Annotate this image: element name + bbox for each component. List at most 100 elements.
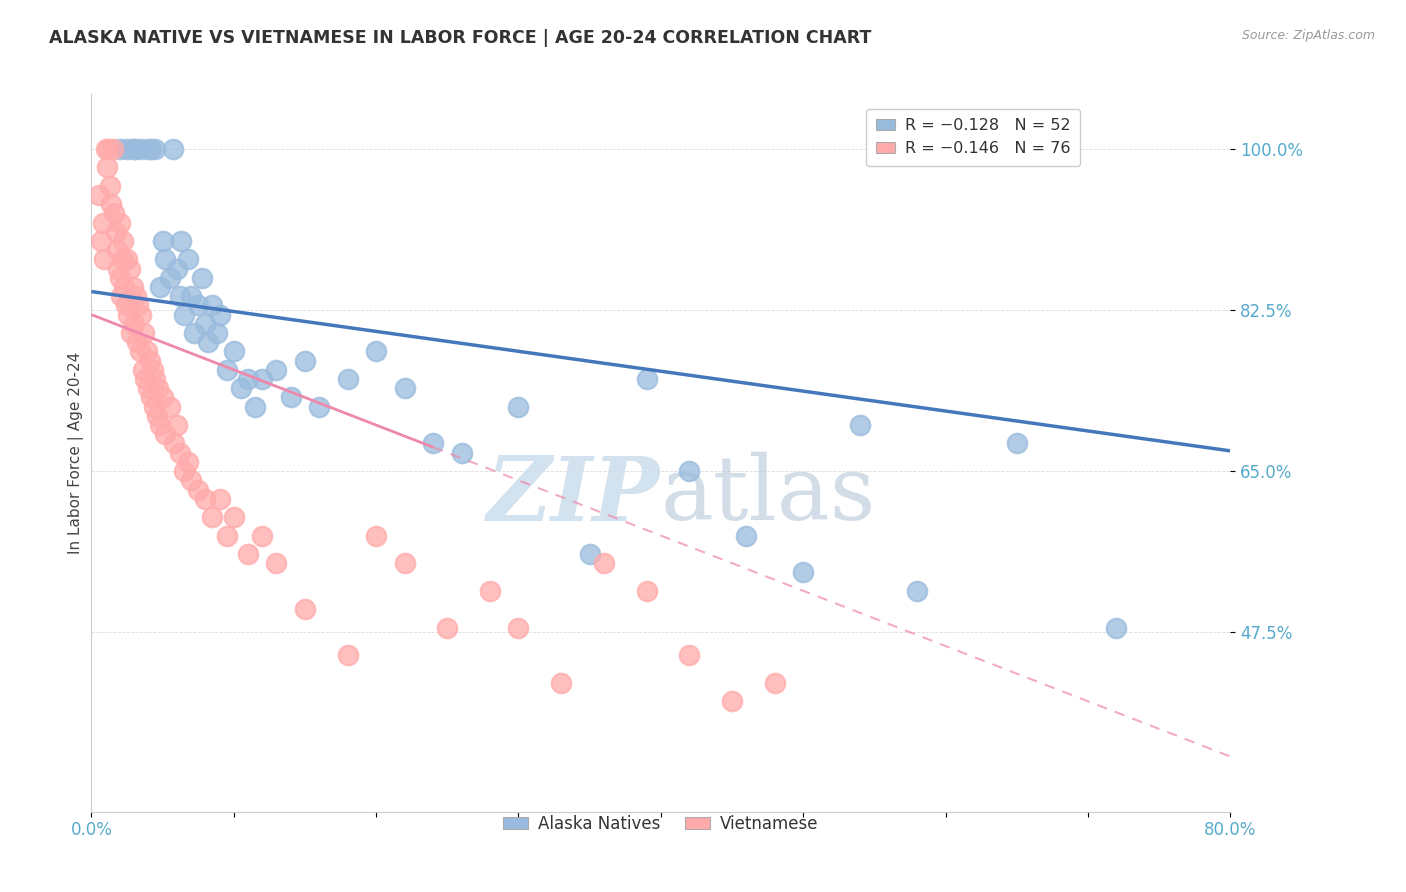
Point bbox=[122, 142, 145, 156]
Point bbox=[508, 621, 530, 635]
Point bbox=[266, 556, 288, 570]
Point bbox=[155, 427, 177, 442]
Point bbox=[308, 400, 330, 414]
Point bbox=[215, 363, 238, 377]
Point bbox=[166, 261, 188, 276]
Point bbox=[127, 298, 149, 312]
Point bbox=[177, 252, 200, 267]
Point bbox=[336, 372, 359, 386]
Point bbox=[636, 372, 658, 386]
Point bbox=[169, 446, 191, 460]
Point bbox=[143, 400, 166, 414]
Point bbox=[208, 491, 231, 506]
Point bbox=[191, 270, 214, 285]
Point bbox=[108, 215, 131, 229]
Point bbox=[145, 372, 167, 386]
Point bbox=[135, 344, 157, 359]
Point bbox=[436, 621, 458, 635]
Point bbox=[120, 326, 142, 340]
Point bbox=[141, 391, 163, 405]
Point bbox=[678, 648, 700, 663]
Legend: Alaska Natives, Vietnamese: Alaska Natives, Vietnamese bbox=[496, 808, 825, 839]
Point bbox=[222, 510, 245, 524]
Point bbox=[112, 280, 135, 294]
Point bbox=[108, 142, 131, 156]
Point bbox=[763, 676, 786, 690]
Point bbox=[138, 142, 160, 156]
Point bbox=[146, 409, 169, 423]
Point bbox=[132, 326, 155, 340]
Point bbox=[108, 270, 131, 285]
Point bbox=[115, 252, 138, 267]
Point bbox=[139, 353, 162, 368]
Point bbox=[201, 510, 224, 524]
Point bbox=[197, 335, 219, 350]
Point bbox=[636, 583, 658, 598]
Point bbox=[250, 372, 273, 386]
Point bbox=[148, 381, 170, 395]
Point bbox=[111, 252, 134, 267]
Point bbox=[103, 206, 125, 220]
Point bbox=[129, 308, 152, 322]
Point bbox=[173, 308, 195, 322]
Point bbox=[117, 308, 139, 322]
Point bbox=[250, 528, 273, 542]
Point bbox=[149, 280, 172, 294]
Point bbox=[118, 261, 141, 276]
Point bbox=[208, 308, 231, 322]
Point bbox=[169, 289, 191, 303]
Point bbox=[187, 483, 209, 497]
Point bbox=[121, 280, 143, 294]
Point bbox=[97, 142, 120, 156]
Point bbox=[236, 372, 259, 386]
Point bbox=[166, 418, 188, 433]
Text: ZIP: ZIP bbox=[488, 452, 661, 539]
Point bbox=[111, 234, 134, 248]
Point bbox=[849, 418, 872, 433]
Point bbox=[100, 197, 122, 211]
Point bbox=[94, 142, 117, 156]
Point bbox=[107, 261, 129, 276]
Point bbox=[450, 446, 472, 460]
Point bbox=[177, 455, 200, 469]
Point bbox=[101, 142, 124, 156]
Point bbox=[194, 317, 217, 331]
Point bbox=[792, 566, 814, 580]
Point bbox=[394, 381, 416, 395]
Point bbox=[149, 418, 172, 433]
Point bbox=[129, 142, 152, 156]
Point bbox=[422, 436, 444, 450]
Point bbox=[152, 391, 174, 405]
Point bbox=[128, 344, 150, 359]
Point bbox=[294, 602, 316, 616]
Point bbox=[105, 243, 128, 257]
Point bbox=[134, 372, 156, 386]
Point bbox=[735, 528, 758, 542]
Y-axis label: In Labor Force | Age 20-24: In Labor Force | Age 20-24 bbox=[69, 351, 84, 554]
Point bbox=[141, 142, 163, 156]
Point bbox=[578, 547, 600, 561]
Point bbox=[155, 252, 177, 267]
Point bbox=[183, 326, 205, 340]
Point bbox=[201, 298, 224, 312]
Text: ALASKA NATIVE VS VIETNAMESE IN LABOR FORCE | AGE 20-24 CORRELATION CHART: ALASKA NATIVE VS VIETNAMESE IN LABOR FOR… bbox=[49, 29, 872, 46]
Point bbox=[478, 583, 502, 598]
Point bbox=[508, 400, 530, 414]
Point bbox=[110, 289, 132, 303]
Point bbox=[678, 464, 700, 478]
Point bbox=[1105, 621, 1128, 635]
Point bbox=[222, 344, 245, 359]
Point bbox=[394, 556, 416, 570]
Point bbox=[159, 270, 181, 285]
Point bbox=[115, 142, 138, 156]
Point bbox=[124, 289, 146, 303]
Point bbox=[162, 142, 184, 156]
Point bbox=[243, 400, 266, 414]
Point bbox=[163, 436, 186, 450]
Point bbox=[145, 142, 167, 156]
Point bbox=[173, 464, 195, 478]
Point bbox=[159, 400, 181, 414]
Point bbox=[138, 381, 160, 395]
Point bbox=[187, 298, 209, 312]
Text: Source: ZipAtlas.com: Source: ZipAtlas.com bbox=[1241, 29, 1375, 42]
